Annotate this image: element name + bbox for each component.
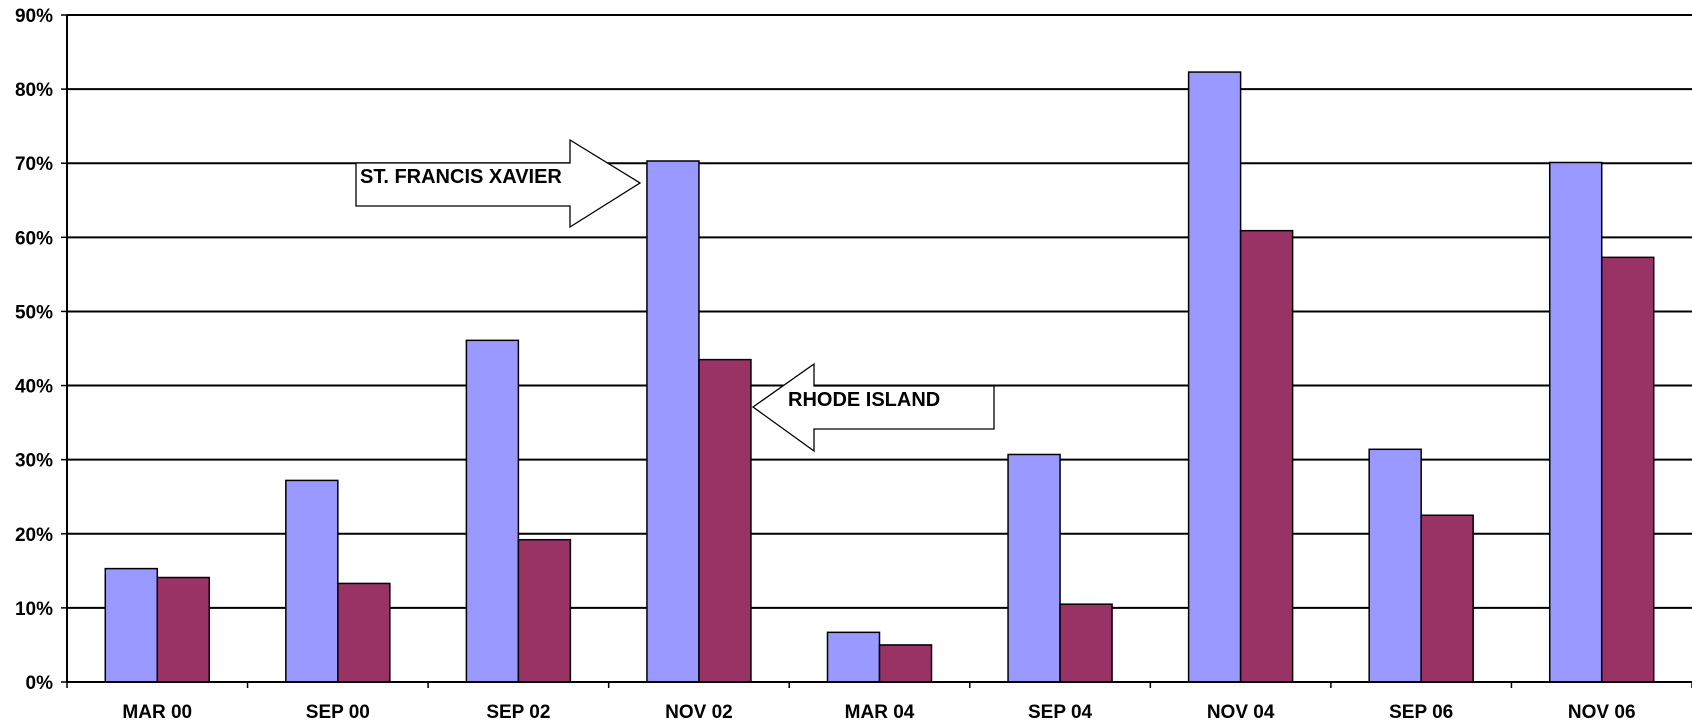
bar-rhode-island-mar-00 <box>156 576 211 683</box>
y-tick-label: 60% <box>15 228 53 249</box>
x-category-label: MAR 04 <box>845 702 915 723</box>
x-category-label: NOV 04 <box>1207 702 1275 723</box>
x-category-label: SEP 06 <box>1389 702 1453 723</box>
bar-st-francis-xavier-mar-04 <box>826 631 881 683</box>
bar-st-francis-xavier-sep-00 <box>285 479 339 683</box>
y-tick-label: 90% <box>15 6 53 27</box>
x-category-label: NOV 02 <box>665 702 733 723</box>
y-tick-label: 70% <box>15 154 53 175</box>
bar-st-francis-xavier-nov-06 <box>1548 161 1603 683</box>
bar-rhode-island-nov-02 <box>698 358 752 683</box>
bar-st-francis-xavier-sep-06 <box>1368 448 1422 683</box>
x-category-label: NOV 06 <box>1568 702 1636 723</box>
callout-st-francis-xavier-label: ST. FRANCIS XAVIER <box>360 166 562 188</box>
bar-st-francis-xavier-sep-02 <box>465 339 520 683</box>
bar-st-francis-xavier-nov-04 <box>1187 71 1242 683</box>
callout-rhode-island-label: RHODE ISLAND <box>788 389 940 411</box>
bar-rhode-island-mar-04 <box>878 644 933 683</box>
y-tick-label: 40% <box>15 377 53 398</box>
y-tick-label: 30% <box>15 451 53 472</box>
y-tick-label: 0% <box>26 673 54 694</box>
y-tick-label: 20% <box>15 525 53 546</box>
x-category-label: SEP 02 <box>486 702 550 723</box>
bar-rhode-island-sep-00 <box>337 582 391 683</box>
x-category-label: SEP 04 <box>1028 702 1093 723</box>
y-tick-label: 80% <box>15 80 53 101</box>
x-category-label: MAR 00 <box>122 702 192 723</box>
bar-st-francis-xavier-mar-00 <box>104 567 159 683</box>
bar-rhode-island-nov-06 <box>1600 256 1655 683</box>
callout-arrow-left-shape <box>751 362 995 453</box>
x-axis-category-labels: MAR 00 SEP 00 SEP 02 NOV 02 MAR 04 SEP 04 NOV … <box>66 682 1692 723</box>
axes <box>66 15 1692 683</box>
y-tick-label: 10% <box>15 599 53 620</box>
y-axis-tick-labels: 0% 10% 20% 30% 40% 50% 60% 70% 80% 90% <box>15 6 67 694</box>
bar-rhode-island-sep-04 <box>1059 603 1113 683</box>
callout-rhode-island: RHODE ISLAND <box>751 362 995 453</box>
bar-rhode-island-nov-04 <box>1239 229 1294 683</box>
x-category-label: SEP 00 <box>306 702 370 723</box>
bar-st-francis-xavier-nov-02 <box>646 160 700 683</box>
bars <box>104 71 1655 683</box>
y-tick-label: 50% <box>15 302 53 323</box>
bar-st-francis-xavier-sep-04 <box>1007 453 1061 683</box>
bar-rhode-island-sep-06 <box>1420 514 1474 683</box>
callout-arrow-right-shape <box>355 138 642 229</box>
callout-st-francis-xavier: ST. FRANCIS XAVIER <box>355 138 642 229</box>
bar-rhode-island-sep-02 <box>517 538 572 683</box>
